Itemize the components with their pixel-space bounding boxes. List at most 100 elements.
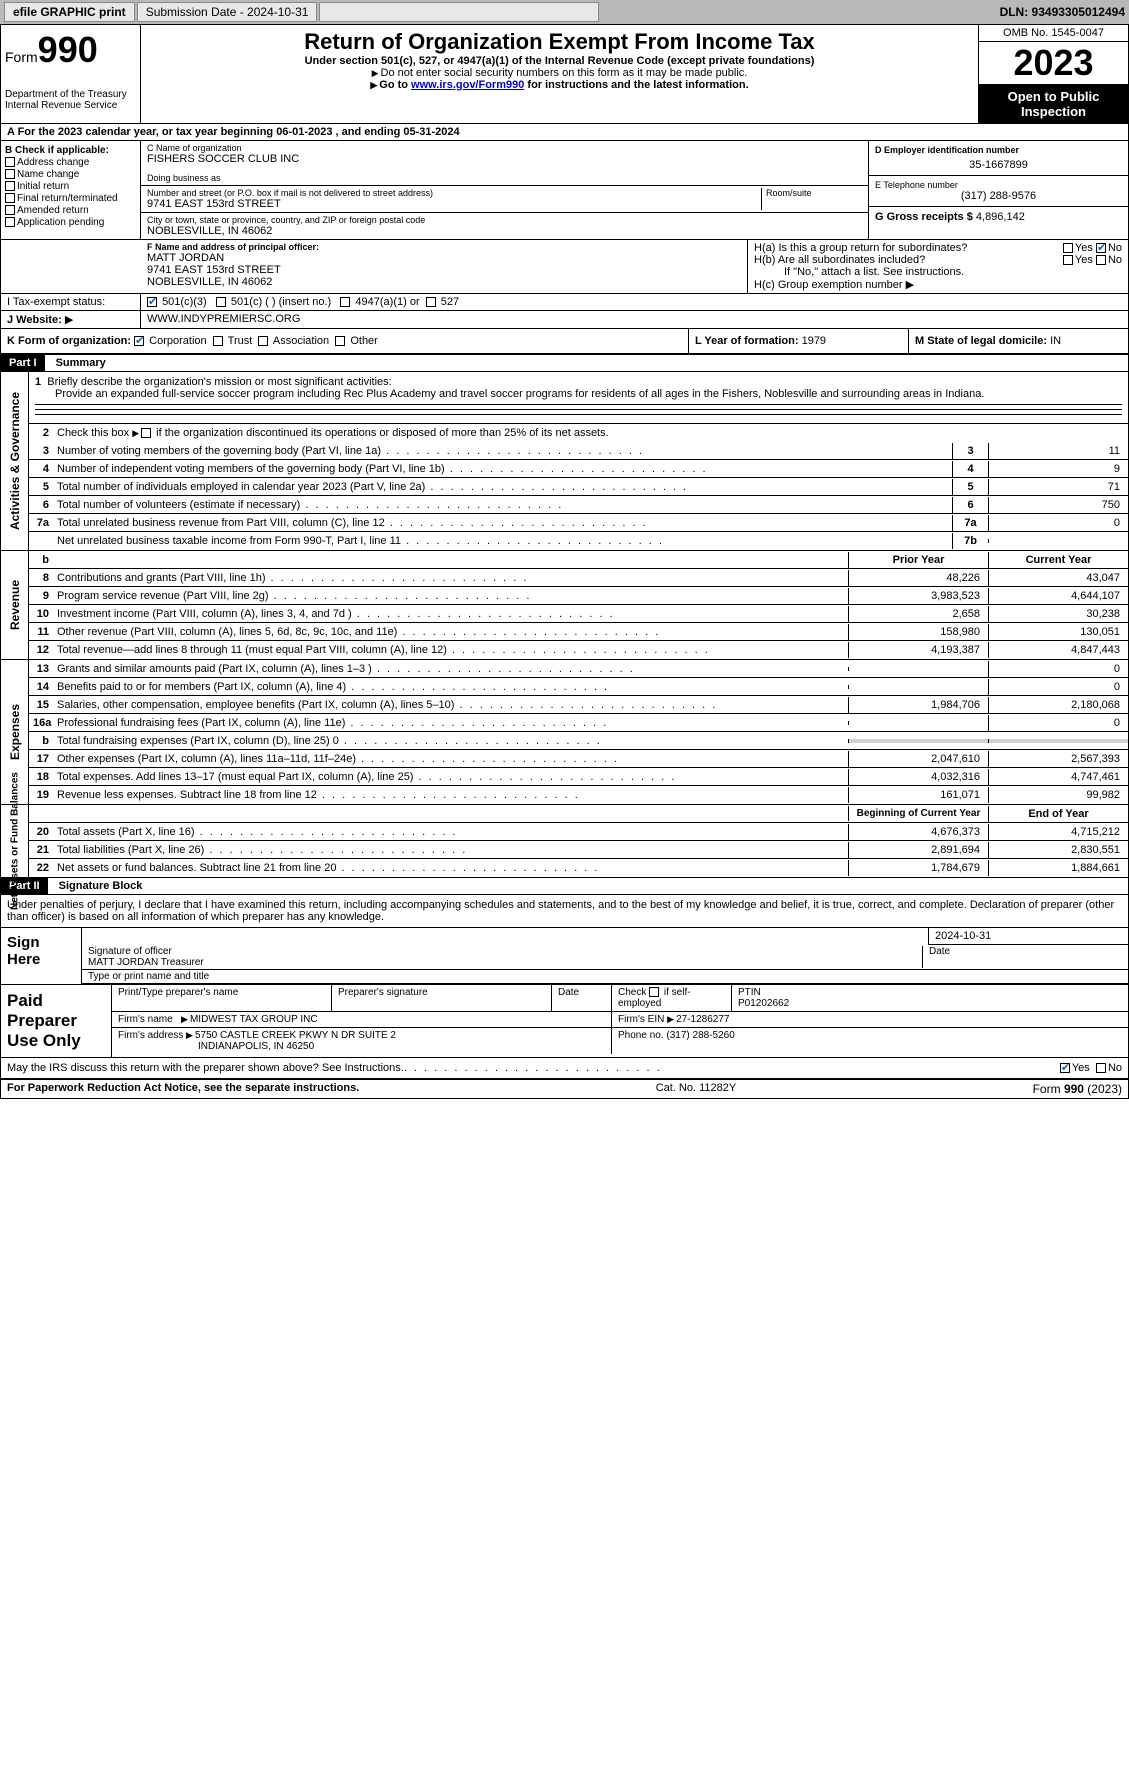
paperwork-notice: For Paperwork Reduction Act Notice, see …	[7, 1082, 359, 1096]
open-to-public: Open to Public Inspection	[979, 85, 1128, 123]
h-b-note: If "No," attach a list. See instructions…	[754, 266, 1122, 278]
chk-application-pending[interactable]: Application pending	[5, 217, 136, 228]
dln: DLN: 93493305012494	[1000, 5, 1125, 19]
website: WWW.INDYPREMIERSC.ORG	[141, 311, 1128, 328]
year-formation: 1979	[802, 335, 826, 347]
lbl-website: J Website:	[7, 314, 62, 326]
part1-header: Part I	[1, 355, 45, 371]
chk-discuss-no[interactable]	[1096, 1063, 1106, 1073]
subtitle-2: Do not enter social security numbers on …	[381, 67, 748, 79]
firm-phone: (317) 288-5260	[666, 1030, 734, 1041]
chk-501c3[interactable]	[147, 297, 157, 307]
tax-status-options: 501(c)(3) 501(c) ( ) (insert no.) 4947(a…	[141, 294, 1128, 310]
chk-name-change[interactable]: Name change	[5, 169, 136, 180]
goto-pre: Go to	[379, 79, 411, 91]
chk-initial-return[interactable]: Initial return	[5, 181, 136, 192]
chk-501c[interactable]	[216, 297, 226, 307]
mission-text: Provide an expanded full-service soccer …	[35, 388, 1122, 400]
goto-post: for instructions and the latest informat…	[524, 79, 748, 91]
chk-discuss-yes[interactable]	[1060, 1063, 1070, 1073]
header-left: Form990 Department of the Treasury Inter…	[1, 25, 141, 123]
h-c-label: H(c) Group exemption number	[754, 279, 903, 291]
gross-receipts: 4,896,142	[976, 211, 1025, 223]
lbl-dba: Doing business as	[147, 173, 862, 183]
side-net-assets: Net Assets or Fund Balances	[9, 772, 20, 910]
chk-527[interactable]	[426, 297, 436, 307]
col-current: Current Year	[988, 552, 1128, 568]
chk-other[interactable]	[335, 336, 345, 346]
lbl-year-formation: L Year of formation:	[695, 335, 799, 347]
chk-address-change[interactable]: Address change	[5, 157, 136, 168]
side-revenue: Revenue	[8, 580, 22, 630]
side-expenses: Expenses	[8, 704, 22, 760]
discuss-question: May the IRS discuss this return with the…	[7, 1062, 404, 1074]
submission-date: Submission Date - 2024-10-31	[137, 2, 318, 22]
col-prior: Prior Year	[848, 552, 988, 568]
sig-date: 2024-10-31	[928, 928, 1128, 945]
box-de: D Employer identification number 35-1667…	[868, 141, 1128, 239]
lbl-city: City or town, state or province, country…	[147, 215, 862, 225]
chk-assoc[interactable]	[258, 336, 268, 346]
chk-corp[interactable]	[134, 336, 144, 346]
lbl-org-name: C Name of organization	[147, 143, 862, 153]
lbl-room: Room/suite	[766, 188, 862, 198]
city: NOBLESVILLE, IN 46062	[147, 225, 862, 237]
form-number: 990	[38, 29, 98, 70]
sign-here-label: Sign Here	[1, 928, 81, 984]
h-b-label: H(b) Are all subordinates included?	[754, 254, 925, 266]
officer-addr2: NOBLESVILLE, IN 46062	[147, 276, 741, 288]
efile-button[interactable]: efile GRAPHIC print	[4, 2, 135, 22]
header-right: OMB No. 1545-0047 2023 Open to Public In…	[978, 25, 1128, 123]
box-b: B Check if applicable: Address change Na…	[1, 141, 141, 239]
lbl-ptin: PTIN	[738, 987, 761, 998]
chk-self-employed[interactable]	[649, 987, 659, 997]
lbl-firm-phone: Phone no.	[618, 1030, 664, 1041]
lbl-ein: D Employer identification number	[875, 145, 1122, 155]
blank-field	[319, 2, 599, 22]
form-title: Return of Organization Exempt From Incom…	[145, 29, 974, 55]
header-middle: Return of Organization Exempt From Incom…	[141, 25, 978, 123]
part1-title: Summary	[48, 355, 114, 371]
chk-amended-return[interactable]: Amended return	[5, 205, 136, 216]
perjury-statement: Under penalties of perjury, I declare th…	[1, 895, 1128, 927]
lbl-firm-name: Firm's name	[118, 1014, 173, 1025]
lbl-sig-date: Date	[922, 946, 1122, 968]
lbl-prep-date: Date	[552, 985, 612, 1011]
box-b-label: B Check if applicable:	[5, 145, 136, 156]
toolbar: efile GRAPHIC print Submission Date - 20…	[0, 0, 1129, 24]
ein: 35-1667899	[875, 159, 1122, 171]
chk-trust[interactable]	[213, 336, 223, 346]
irs-link[interactable]: www.irs.gov/Form990	[411, 79, 524, 91]
lbl-domicile: M State of legal domicile:	[915, 335, 1047, 347]
box-h: H(a) Is this a group return for subordin…	[748, 240, 1128, 293]
officer-sig-name: MATT JORDAN Treasurer	[88, 957, 204, 968]
lbl-preparer-name: Print/Type preparer's name	[112, 985, 332, 1011]
lbl-tax-status: I Tax-exempt status:	[1, 294, 141, 310]
lbl-gross: G Gross receipts $	[875, 211, 973, 223]
ptin: P01202662	[738, 998, 789, 1009]
org-name: FISHERS SOCCER CLUB INC	[147, 153, 862, 165]
form-990: Form990 Department of the Treasury Inter…	[0, 24, 1129, 1099]
address: 9741 EAST 153rd STREET	[147, 198, 757, 210]
tax-year: 2023	[979, 42, 1128, 85]
officer-name: MATT JORDAN	[147, 252, 741, 264]
lbl-firm-addr: Firm's address	[118, 1030, 183, 1041]
box-k: K Form of organization: Corporation Trus…	[1, 329, 688, 353]
box-f: F Name and address of principal officer:…	[141, 240, 748, 293]
col-end: End of Year	[988, 806, 1128, 822]
h-a-label: H(a) Is this a group return for subordin…	[754, 242, 967, 254]
chk-4947[interactable]	[340, 297, 350, 307]
col-begin: Beginning of Current Year	[848, 806, 988, 821]
phone: (317) 288-9576	[875, 190, 1122, 202]
l1-label: Briefly describe the organization's miss…	[47, 376, 391, 388]
lbl-address: Number and street (or P.O. box if mail i…	[147, 188, 757, 198]
firm-name: MIDWEST TAX GROUP INC	[190, 1014, 318, 1025]
lbl-firm-ein: Firm's EIN	[618, 1014, 664, 1025]
lbl-preparer-sig: Preparer's signature	[332, 985, 552, 1011]
side-governance: Activities & Governance	[8, 392, 22, 530]
chk-discontinued[interactable]	[141, 428, 151, 438]
chk-final-return[interactable]: Final return/terminated	[5, 193, 136, 204]
firm-addr1: 5750 CASTLE CREEK PKWY N DR SUITE 2	[195, 1030, 396, 1041]
lbl-type-name: Type or print name and title	[82, 970, 1128, 984]
dept-label: Department of the Treasury Internal Reve…	[5, 89, 136, 111]
